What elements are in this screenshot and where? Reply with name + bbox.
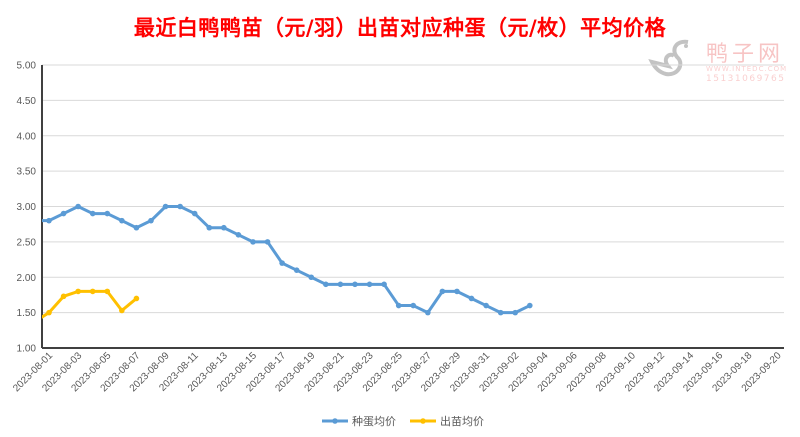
y-tick-label: 4.50 (17, 96, 37, 107)
data-point (89, 288, 96, 295)
data-point (162, 203, 169, 210)
y-tick-label: 1.00 (17, 344, 37, 355)
data-point (323, 281, 329, 288)
legend-marker (420, 418, 426, 424)
data-point (497, 309, 504, 316)
data-point (177, 203, 183, 210)
data-point (119, 307, 125, 314)
y-tick-label: 4.00 (17, 131, 37, 142)
data-point (60, 210, 67, 217)
data-point (191, 210, 198, 217)
data-point (46, 217, 52, 224)
series-line-1 (42, 289, 138, 319)
legend-marker (332, 418, 338, 424)
data-point (512, 309, 519, 316)
data-point (75, 203, 81, 210)
watermark-name: 鸭子网 (706, 42, 785, 67)
series-line-0 (42, 205, 531, 315)
legend-label: 出苗均价 (440, 414, 484, 428)
data-point (468, 295, 475, 302)
data-point (454, 288, 460, 295)
data-point (293, 267, 300, 273)
data-point (148, 217, 154, 224)
data-point (119, 217, 125, 224)
data-point (133, 224, 140, 231)
y-tick-label: 3.00 (17, 202, 37, 213)
data-point (308, 274, 315, 281)
data-point (75, 288, 81, 295)
data-point (60, 293, 67, 300)
legend-label: 种蛋均价 (352, 414, 396, 428)
data-point (206, 224, 213, 231)
data-point (395, 302, 402, 309)
y-tick-label: 1.50 (17, 308, 37, 319)
data-point (352, 281, 358, 288)
watermark-phone: 15131069765 (706, 74, 786, 84)
data-point (264, 239, 271, 245)
data-point (425, 309, 431, 316)
data-point (279, 260, 285, 266)
data-point (366, 281, 373, 288)
data-point (104, 210, 111, 217)
data-point (527, 302, 533, 309)
watermark-url: WWW.INTEDC.COM (706, 65, 788, 73)
data-point (337, 281, 344, 288)
y-tick-label: 2.50 (17, 237, 37, 248)
data-point (250, 239, 256, 245)
data-point (104, 288, 111, 295)
data-point (46, 309, 52, 316)
data-point (439, 288, 446, 295)
data-point (89, 210, 96, 217)
watermark-logo: 鸭子网 WWW.INTEDC.COM 15131069765 (648, 36, 798, 86)
data-point (133, 295, 140, 302)
data-point (410, 302, 417, 309)
data-point (221, 224, 227, 231)
y-tick-label: 3.50 (17, 167, 37, 178)
data-point (381, 281, 387, 288)
chart-title: 最近白鸭鸭苗（元/羽）出苗对应种蛋（元/枚）平均价格 (133, 16, 667, 40)
data-point (235, 232, 242, 238)
data-point (483, 302, 489, 309)
y-tick-label: 2.00 (17, 273, 37, 284)
duck-logo-icon (648, 39, 689, 77)
y-tick-label: 5.00 (17, 61, 37, 72)
